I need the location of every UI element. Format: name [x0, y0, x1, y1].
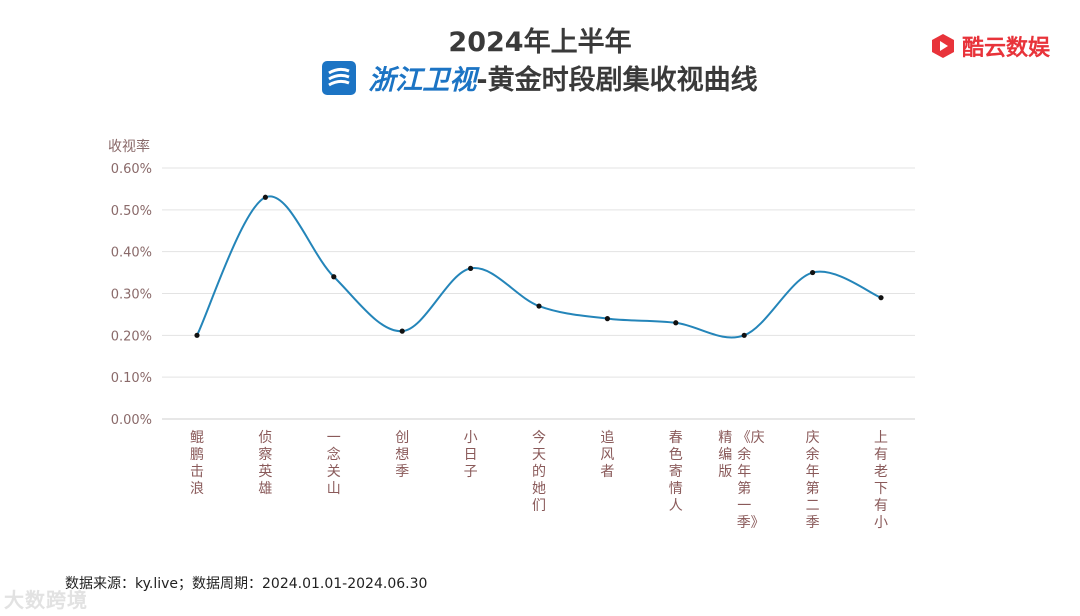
x-tick-label-column: 《庆余年第一季》	[736, 430, 765, 531]
x-tick-label: 春色寄情人	[668, 430, 683, 515]
data-point-3	[331, 274, 337, 280]
data-point-8	[673, 320, 679, 326]
y-tick-label: 0.60%	[111, 162, 152, 177]
x-tick-label-column: 精编版	[718, 430, 733, 480]
x-tick-label: 创想季	[395, 430, 410, 481]
x-tick-label-column: 创想季	[395, 430, 410, 480]
channel-name: 浙江卫视	[368, 65, 477, 96]
y-tick-label: 0.00%	[111, 413, 152, 428]
data-point-6	[536, 303, 542, 309]
data-point-1	[194, 332, 200, 338]
x-tick-label: 《庆余年第一季》 精编版	[718, 430, 765, 532]
series-line	[196, 195, 882, 339]
x-tick-label: 上有老下有小	[874, 430, 889, 532]
x-tick-label-column: 春色寄情人	[668, 430, 683, 514]
data-point-10	[810, 269, 816, 276]
data-point-7	[604, 316, 611, 322]
x-tick-label-column: 侦察英雄	[258, 430, 273, 497]
x-tick-label-column: 追风者	[600, 430, 615, 480]
x-tick-label: 一念关山	[326, 430, 341, 498]
y-tick-label: 0.40%	[111, 246, 152, 261]
x-tick-label-column: 一念关山	[326, 430, 341, 497]
x-tick-label: 庆余年第二季	[805, 430, 820, 532]
y-tick-label: 0.20%	[111, 329, 152, 344]
data-point-9	[741, 332, 747, 338]
x-tick-label: 今天的她们	[532, 430, 547, 515]
title-rest: -黄金时段剧集收视曲线	[476, 65, 758, 96]
play-icon	[930, 33, 956, 59]
x-tick-label: 鲲鹏击浪	[190, 430, 205, 498]
chart-title-line2: 浙江卫视-黄金时段剧集收视曲线	[0, 58, 1080, 97]
x-tick-label: 小日子	[463, 430, 478, 481]
watermark: 大数跨境	[4, 588, 88, 612]
x-tick-label-column: 鲲鹏击浪	[190, 430, 204, 497]
y-tick-label: 0.10%	[111, 371, 152, 386]
brand-name: 酷云数娱	[961, 36, 1050, 61]
chart-title-line1: 2024年上半年	[448, 27, 632, 58]
channel-logo-icon	[322, 60, 357, 95]
data-source-note: 数据来源：ky.live；数据周期：2024.01.01-2024.06.30	[65, 576, 428, 592]
x-tick-label-column: 小日子	[463, 430, 478, 480]
x-tick-label-column: 今天的她们	[532, 430, 546, 514]
data-point-11	[878, 295, 884, 301]
data-point-4	[399, 328, 405, 334]
x-tick-label-column: 上有老下有小	[874, 430, 888, 531]
y-axis-title: 收视率	[108, 139, 150, 155]
brand-logo: 酷云数娱	[930, 30, 1050, 62]
x-tick-label: 追风者	[600, 430, 615, 481]
data-point-5	[468, 265, 474, 271]
x-tick-label-column: 庆余年第二季	[805, 430, 820, 531]
y-tick-label: 0.30%	[111, 288, 152, 303]
data-point-2	[262, 194, 268, 200]
y-tick-label: 0.50%	[111, 204, 152, 219]
x-tick-label: 侦察英雄	[258, 430, 273, 498]
